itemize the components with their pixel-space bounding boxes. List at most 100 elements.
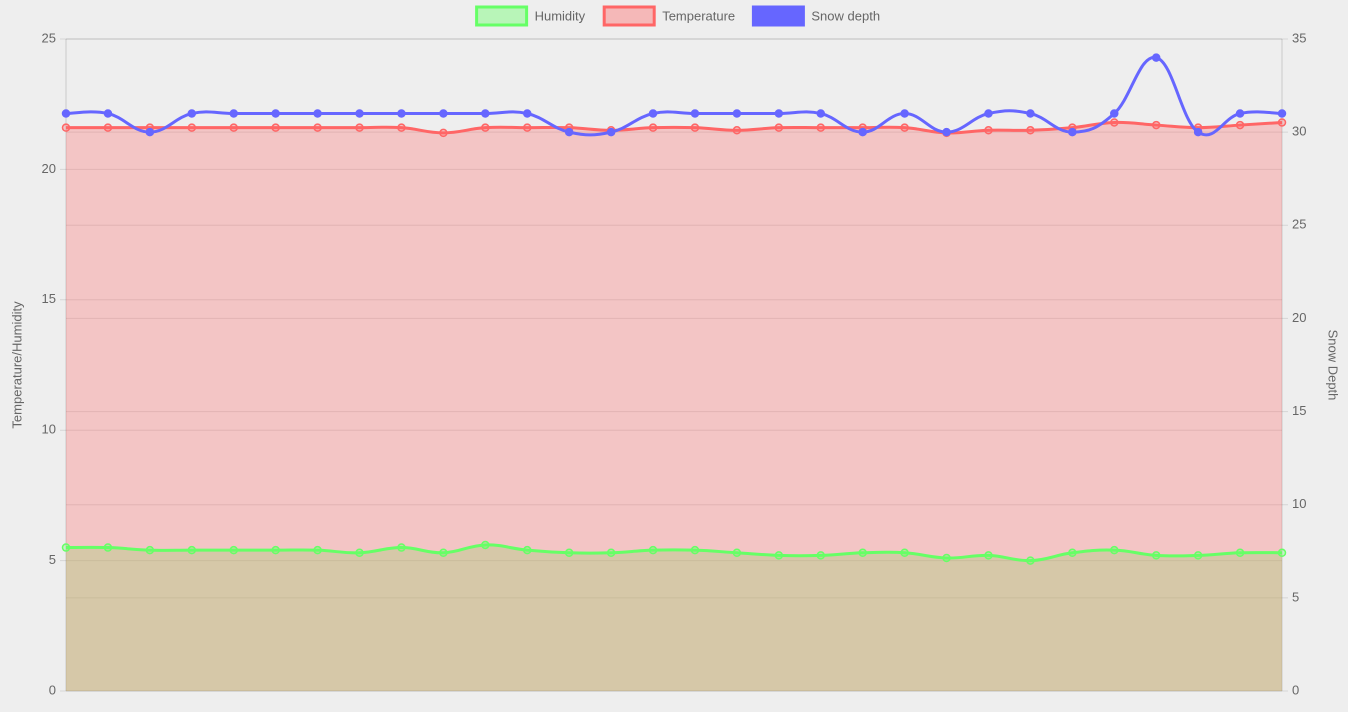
point [355, 548, 364, 558]
point [439, 548, 448, 558]
point [397, 543, 406, 552]
point [732, 109, 742, 118]
point [1151, 120, 1161, 130]
point [732, 126, 742, 135]
y-tick-label: 15 [42, 291, 56, 306]
legend-swatch [602, 5, 656, 27]
point [1193, 127, 1203, 137]
point [774, 551, 784, 560]
point [439, 128, 448, 138]
point [1026, 126, 1035, 135]
point [271, 109, 280, 118]
point [61, 543, 71, 552]
y2-tick-label: 30 [1292, 124, 1306, 139]
y-tick-label: 0 [49, 682, 56, 697]
point [1026, 109, 1035, 118]
point [816, 109, 826, 118]
point [1235, 120, 1245, 130]
point [942, 553, 951, 563]
y-tick-label: 25 [42, 30, 56, 45]
point [481, 123, 490, 132]
point [229, 123, 238, 132]
point [313, 123, 322, 132]
point [1277, 548, 1287, 558]
point [522, 109, 532, 118]
area [66, 122, 1282, 692]
legend-swatch [751, 5, 805, 27]
y-tick-label: 10 [42, 422, 56, 437]
y2-tick-label: 5 [1292, 589, 1299, 604]
point [187, 123, 197, 132]
point [145, 545, 155, 555]
point [984, 551, 993, 560]
point [61, 109, 71, 118]
point [1235, 548, 1245, 558]
point [481, 540, 490, 550]
point [1026, 556, 1035, 565]
point [1068, 548, 1077, 558]
point [103, 109, 113, 118]
point [774, 123, 784, 132]
point [900, 123, 909, 132]
y2-tick-label: 15 [1292, 403, 1306, 418]
y-tick-label: 5 [49, 552, 56, 567]
point [732, 548, 742, 558]
point [103, 543, 113, 552]
point [397, 109, 406, 118]
point [1110, 545, 1119, 555]
y2-tick-label: 0 [1292, 682, 1299, 697]
point [564, 548, 574, 558]
y2-tick-label: 35 [1292, 30, 1306, 45]
point [1068, 127, 1077, 137]
point [648, 109, 658, 118]
y2-axis-label: Snow Depth [1326, 330, 1341, 401]
point [984, 109, 993, 118]
point [355, 109, 364, 118]
point [690, 109, 700, 118]
point [606, 127, 616, 137]
point [564, 127, 574, 137]
legend-label: Snow depth [811, 8, 880, 23]
point [61, 123, 71, 132]
line [65, 56, 1283, 137]
point [900, 109, 909, 118]
point [774, 109, 784, 118]
area [66, 544, 1282, 691]
y-tick-label: 20 [42, 161, 56, 176]
point [858, 548, 867, 558]
point [522, 123, 532, 132]
point [984, 126, 993, 135]
point [648, 123, 658, 132]
y-axis-label: Temperature/Humidity [9, 301, 24, 429]
point [1235, 109, 1245, 118]
point [187, 109, 197, 118]
point [439, 109, 448, 118]
point [1110, 118, 1119, 127]
point [145, 127, 155, 137]
legend-label: Temperature [662, 8, 735, 23]
legend-swatch [475, 5, 529, 27]
y2-tick-label: 10 [1292, 496, 1306, 511]
point [690, 545, 700, 555]
point [1110, 109, 1119, 118]
point [858, 127, 867, 137]
point [187, 545, 197, 555]
point [942, 127, 951, 137]
point [481, 109, 490, 118]
point [313, 109, 322, 118]
point [816, 123, 826, 132]
point [271, 545, 280, 555]
legend-label: Humidity [535, 8, 586, 23]
point [900, 548, 909, 558]
point [1277, 109, 1287, 118]
point [816, 551, 826, 560]
point [1151, 53, 1161, 62]
point [397, 123, 406, 132]
point [1193, 551, 1203, 560]
point [606, 548, 616, 558]
point [229, 545, 238, 555]
point [313, 545, 322, 555]
point [103, 123, 113, 132]
y2-tick-label: 25 [1292, 217, 1306, 232]
